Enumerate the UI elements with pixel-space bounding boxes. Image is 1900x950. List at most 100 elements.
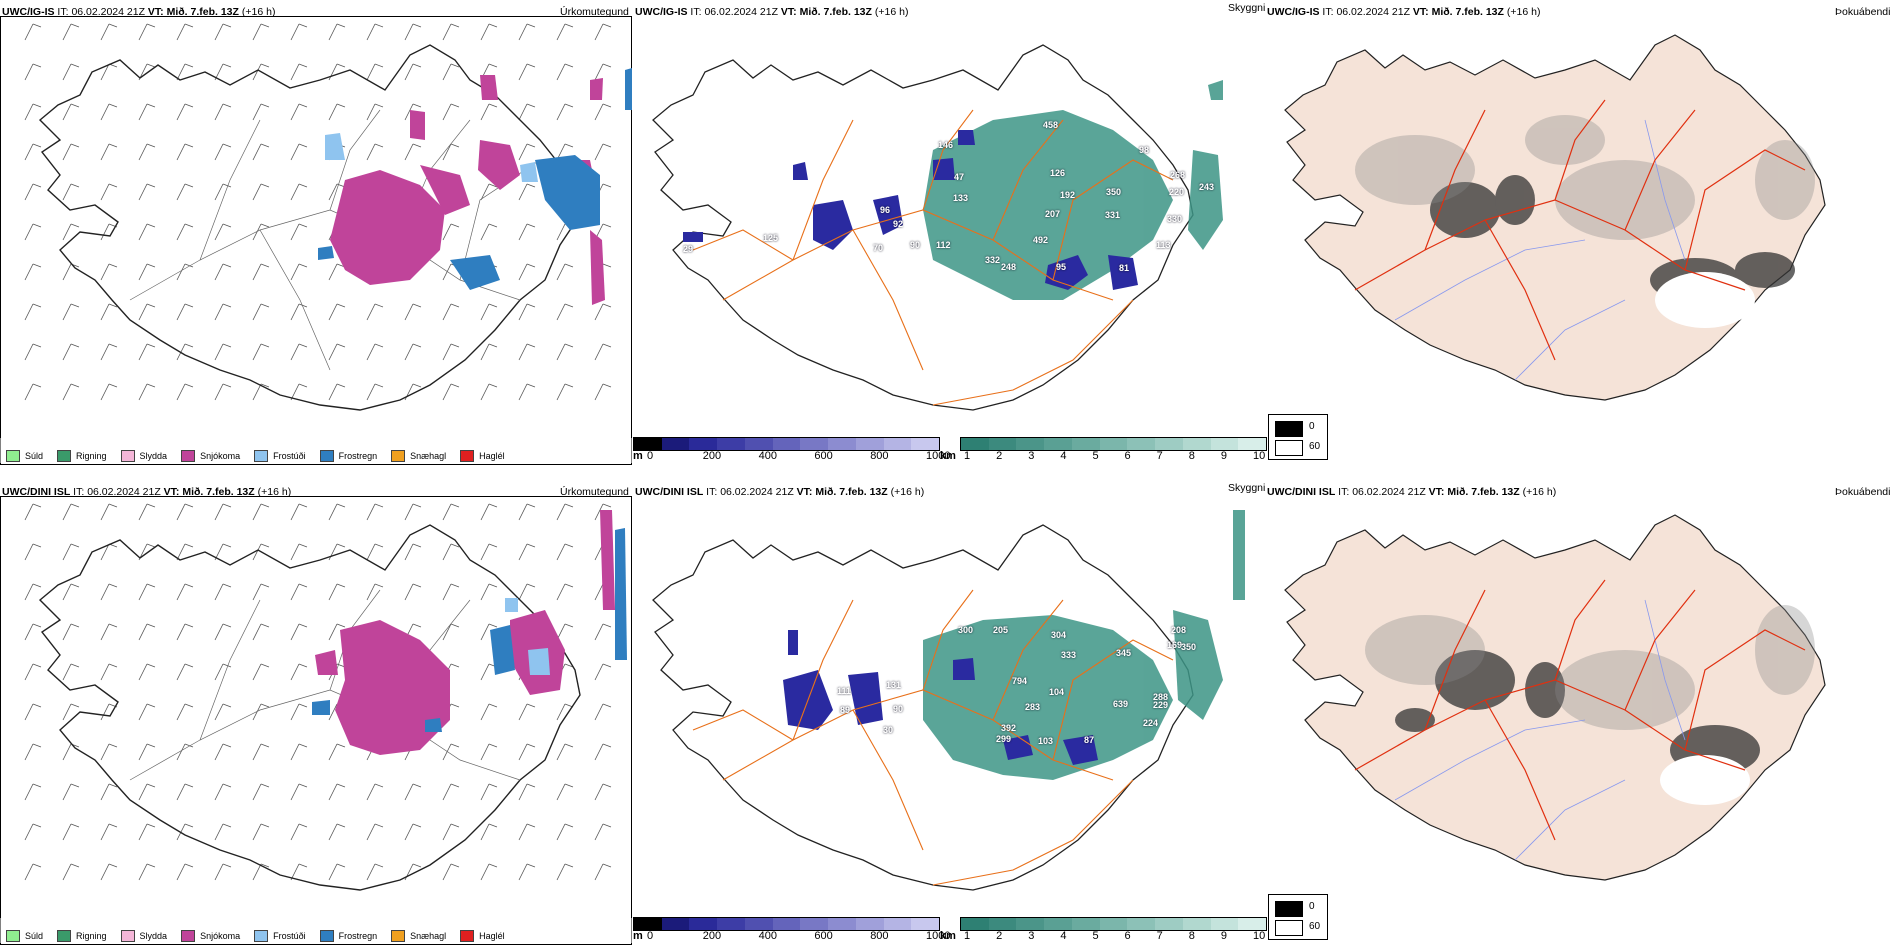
colorbar-unit: m	[633, 450, 643, 462]
wind-barb	[138, 263, 156, 281]
legend-item: Snæhagl	[391, 450, 446, 462]
wind-barb	[290, 143, 308, 161]
colorbar-segment	[1127, 918, 1156, 930]
wind-barb	[480, 543, 498, 561]
wind-barb	[252, 823, 270, 841]
cloud-base-height-label: 224	[1143, 718, 1159, 728]
colorbar-tick: 200	[702, 450, 722, 462]
init-label: IT:	[73, 486, 85, 498]
wind-barb	[138, 143, 156, 161]
wind-barb	[556, 863, 574, 881]
valid-time: Mið. 7.feb. 13Z	[166, 6, 239, 18]
panel-header: UWC/IG-IS IT: 06.02.2024 21Z VT: Mið. 7.…	[2, 6, 275, 18]
cloud-base-height-label: 331	[1105, 210, 1121, 220]
wind-barb	[328, 623, 346, 641]
colorbar-tick: 7	[1156, 930, 1163, 942]
legend-swatch	[57, 930, 72, 942]
wind-barb	[556, 343, 574, 361]
wind-barb	[252, 583, 270, 601]
iceland-coast	[652, 524, 1194, 891]
cloud-base-height-label: 192	[1060, 190, 1076, 200]
valid-label: VT:	[1412, 6, 1429, 18]
wind-barb	[214, 623, 232, 641]
init-time: 06.02.2024 21Z	[720, 486, 794, 498]
fog-index-white	[1660, 755, 1750, 805]
init-label: IT:	[706, 486, 718, 498]
wind-barb	[594, 703, 612, 721]
wind-barb	[62, 583, 80, 601]
init-time: 06.02.2024 21Z	[1336, 6, 1410, 18]
cloud-base-height-label: 208	[1171, 625, 1187, 635]
wind-barb	[442, 223, 460, 241]
colorbar-segment	[1155, 918, 1183, 930]
colorbar-segment	[744, 918, 773, 930]
wind-barb	[100, 103, 118, 121]
wind-barb	[594, 783, 612, 801]
wind-barb	[366, 303, 384, 321]
valid-time: Mið. 7.feb. 13Z	[815, 486, 888, 498]
legend-item: Rigning	[57, 930, 107, 942]
wind-barb	[518, 183, 536, 201]
cloud-base-height-label: 458	[1043, 120, 1059, 130]
wind-barb	[100, 143, 118, 161]
fog-panel-bottom: UWC/DINI ISL IT: 06.02.2024 21Z VT: Mið.…	[1265, 480, 1900, 950]
wind-barb	[138, 623, 156, 641]
wind-barb	[24, 503, 42, 521]
wind-barb	[176, 103, 194, 121]
legend-label: Súld	[25, 931, 44, 941]
cloud-base-height-label: 332	[985, 255, 1001, 265]
colorbar-segment	[911, 918, 940, 930]
wind-barb	[176, 663, 194, 681]
wind-barb	[594, 663, 612, 681]
fog-index-dark	[1430, 175, 1795, 302]
colorbar-tick: 1	[964, 930, 971, 942]
wind-barb	[62, 663, 80, 681]
wind-barb	[24, 823, 42, 841]
legend-item: Snjókoma	[181, 450, 240, 462]
legend-swatch	[181, 450, 196, 462]
wind-barb	[556, 263, 574, 281]
wind-barb	[404, 103, 422, 121]
wind-barb	[176, 143, 194, 161]
wind-barb	[328, 823, 346, 841]
cloud-base-height-label: 104	[1049, 687, 1065, 697]
panel-title: Þokuábendi	[1835, 6, 1891, 18]
wind-barb	[138, 703, 156, 721]
legend-item: Snæhagl	[391, 930, 446, 942]
wind-barb	[404, 303, 422, 321]
wind-barb	[176, 783, 194, 801]
wind-barb	[138, 183, 156, 201]
wind-barb	[214, 343, 232, 361]
wind-barb	[442, 583, 460, 601]
wind-barb	[100, 343, 118, 361]
cloud-base-height-label: 103	[1038, 736, 1054, 746]
colorbar-segment	[1155, 438, 1183, 450]
colorbar-tick: 400	[758, 450, 777, 462]
fog-index-white	[1655, 272, 1755, 328]
wind-barb	[366, 343, 384, 361]
wind-barb	[366, 383, 384, 401]
legend-item: Frostregn	[319, 930, 377, 942]
panel-title: Þokuábendi	[1835, 486, 1891, 498]
wind-barb	[24, 783, 42, 801]
wind-barb	[100, 783, 118, 801]
wind-barb	[556, 583, 574, 601]
wind-barb	[24, 143, 42, 161]
wind-barb	[518, 783, 536, 801]
wind-barb	[518, 343, 536, 361]
legend-swatch	[6, 930, 20, 942]
wind-barb	[214, 23, 232, 41]
panel-header: UWC/IG-IS IT: 06.02.2024 21Z VT: Mið. 7.…	[635, 6, 908, 18]
wind-barb	[176, 23, 194, 41]
wind-barb	[404, 143, 422, 161]
cloud-base-height-label: 133	[953, 193, 969, 203]
wind-barb	[442, 23, 460, 41]
wind-barb	[480, 583, 498, 601]
fog-legend: 0 60	[1268, 894, 1328, 940]
wind-barb	[176, 303, 194, 321]
cloud-base-height-label: 299	[996, 734, 1012, 744]
wind-barb	[328, 863, 346, 881]
wind-barb	[442, 303, 460, 321]
visibility-map-bottom	[652, 510, 1245, 891]
wind-barb	[480, 823, 498, 841]
